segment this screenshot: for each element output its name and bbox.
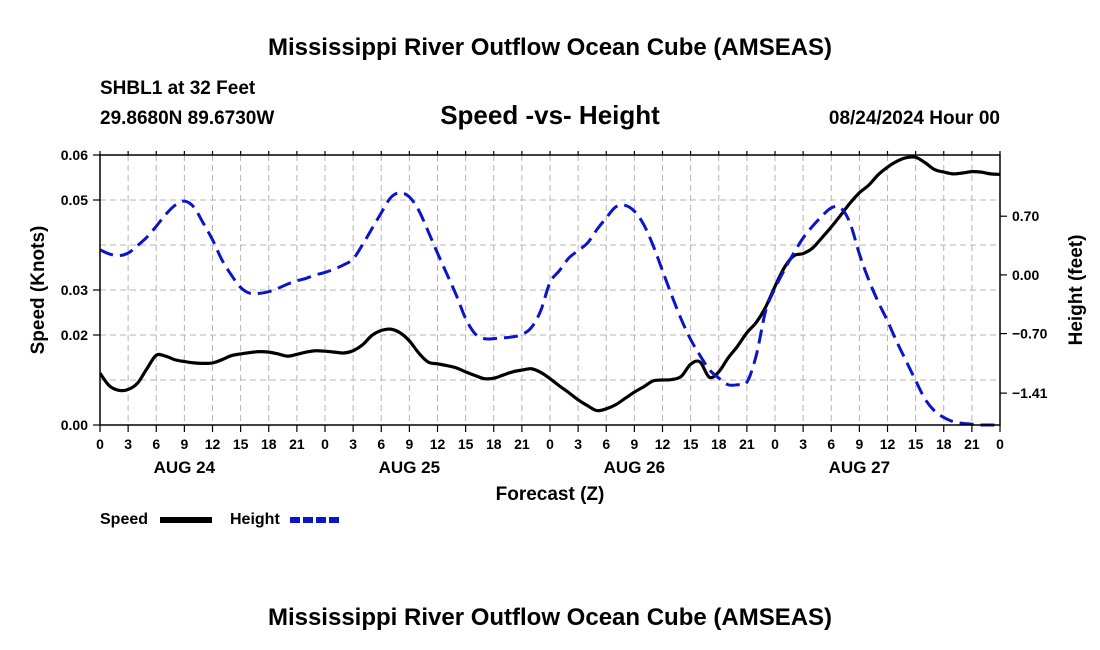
date-label: AUG 25 (379, 458, 440, 477)
x-tick-label: 9 (405, 436, 413, 452)
x-tick-label: 18 (936, 436, 952, 452)
y-left-tick-label: 0.05 (61, 192, 88, 208)
station-label: SHBL1 at 32 Feet (100, 78, 256, 99)
y-left-tick-label: 0.03 (61, 282, 88, 298)
x-tick-label: 21 (514, 436, 530, 452)
x-tick-label: 15 (233, 436, 249, 452)
x-tick-label: 6 (827, 436, 835, 452)
x-tick-label: 0 (996, 436, 1004, 452)
y-right-tick-label: 0.00 (1012, 267, 1039, 283)
x-tick-label: 9 (855, 436, 863, 452)
legend-speed-label: Speed (100, 511, 148, 528)
date-label: AUG 26 (604, 458, 665, 477)
forecast-datetime: 08/24/2024 Hour 00 (829, 108, 1000, 129)
x-tick-label: 9 (180, 436, 188, 452)
x-tick-label: 15 (458, 436, 474, 452)
x-tick-label: 15 (908, 436, 924, 452)
x-tick-label: 3 (349, 436, 357, 452)
axes: 0 3 6 9 12 15 18 21 0 3 6 9 12 15 18 21 0 3 6 9 12 15 18 21 0 3 6 9… (61, 147, 1048, 477)
x-tick-label: 12 (880, 436, 896, 452)
x-tick-label: 15 (683, 436, 699, 452)
y-right-tick-label: −0.70 (1012, 326, 1048, 342)
coordinates-label: 29.8680N 89.6730W (100, 108, 274, 129)
series-line-height (100, 191, 1000, 427)
x-tick-label: 3 (124, 436, 132, 452)
x-tick-label: 0 (321, 436, 329, 452)
date-label: AUG 27 (829, 458, 890, 477)
x-tick-label: 12 (430, 436, 446, 452)
x-tick-label: 21 (964, 436, 980, 452)
x-tick-label: 0 (546, 436, 554, 452)
y-right-tick-label: −1.41 (1012, 385, 1048, 401)
x-tick-label: 18 (486, 436, 502, 452)
series-line-speed (100, 155, 1000, 413)
y-right-tick-label: 0.70 (1012, 208, 1039, 224)
chart-subtitle: Speed -vs- Height (440, 100, 660, 130)
page-title: Mississippi River Outflow Ocean Cube (AM… (268, 34, 832, 61)
x-tick-label: 12 (205, 436, 221, 452)
series-group (100, 155, 1000, 427)
x-tick-label: 6 (152, 436, 160, 452)
date-label: AUG 24 (154, 458, 216, 477)
y-axis-label-left: Speed (Knots) (28, 226, 49, 355)
x-tick-label: 12 (655, 436, 671, 452)
x-axis-label: Forecast (Z) (496, 484, 605, 505)
y-left-tick-label: 0.06 (61, 147, 88, 163)
x-tick-label: 21 (739, 436, 755, 452)
legend-height-label: Height (230, 511, 280, 528)
y-left-tick-label: 0.00 (61, 417, 88, 433)
x-tick-label: 3 (799, 436, 807, 452)
x-tick-label: 9 (630, 436, 638, 452)
x-tick-label: 6 (377, 436, 385, 452)
x-tick-label: 0 (96, 436, 104, 452)
x-tick-label: 0 (771, 436, 779, 452)
x-tick-label: 6 (602, 436, 610, 452)
x-tick-label: 3 (574, 436, 582, 452)
grid (100, 155, 1000, 425)
y-left-tick-label: 0.02 (61, 327, 88, 343)
footer-title: Mississippi River Outflow Ocean Cube (AM… (268, 604, 832, 631)
legend: Speed Height (100, 511, 342, 528)
y-axis-label-right: Height (feet) (1066, 235, 1087, 346)
x-tick-label: 18 (261, 436, 277, 452)
x-tick-label: 21 (289, 436, 305, 452)
x-tick-label: 18 (711, 436, 727, 452)
